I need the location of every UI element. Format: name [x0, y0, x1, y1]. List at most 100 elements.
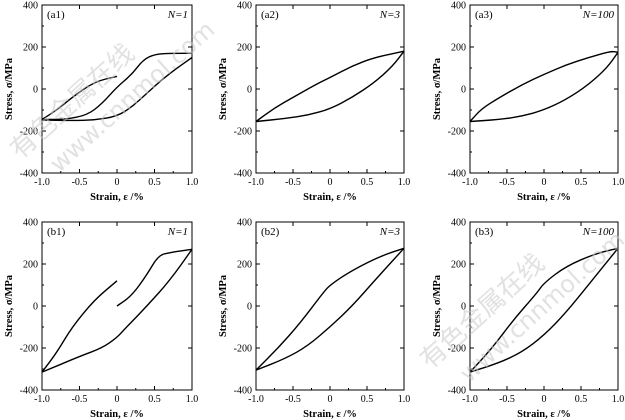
panel-b3: -1.0 -0.5 0 0.5 1.0 -400 -200 0 200 400 Strain, ε … [432, 218, 624, 420]
panel-label: (a3) [475, 9, 493, 21]
panel-b2: -1.0 -0.5 0 0.5 1.0 -400 -200 0 200 400 Strain, ε … [218, 218, 410, 420]
x-axis-label: Strain, ε /% [517, 409, 571, 420]
panel-label: (b2) [261, 226, 280, 238]
x-tick-label: 0 [542, 394, 547, 405]
y-tick-label: -400 [234, 386, 252, 397]
x-tick-label: 0 [115, 394, 120, 405]
y-tick-label: -200 [20, 344, 38, 355]
panel-label: (a1) [47, 9, 65, 21]
y-axis-label: Stress, σ/MPa [4, 274, 15, 337]
curve-2 [255, 50, 405, 123]
panel-label: (a2) [261, 9, 279, 21]
cycle-annotation: N=1 [167, 9, 188, 21]
y-axis-label: Stress, σ/MPa [4, 57, 15, 120]
x-tick-label: 0 [328, 394, 333, 405]
x-tick-label: 1.0 [612, 177, 625, 188]
y-tick-label: 400 [237, 1, 252, 12]
y-tick-label: 0 [33, 85, 38, 96]
y-tick-label: 400 [23, 1, 38, 12]
cycle-annotation: N=100 [582, 226, 615, 238]
x-tick-label: -1.0 [34, 177, 50, 188]
cycle-annotation: N=100 [582, 9, 615, 21]
curve-1 [255, 247, 405, 371]
y-tick-label: -200 [234, 344, 252, 355]
curve-2 [41, 248, 193, 373]
x-tick-label: -1.0 [462, 394, 478, 405]
panel-a2: -1.0 -0.5 0 0.5 1.0 -400 -200 0 200 400 Strain, ε … [218, 1, 410, 204]
x-tick-label: -0.5 [72, 177, 88, 188]
y-tick-label: -400 [20, 169, 38, 180]
curve-1 [116, 248, 193, 307]
x-tick-label: -1.0 [34, 394, 50, 405]
x-tick-label: 0 [328, 177, 333, 188]
curve-2 [255, 247, 405, 371]
curve-2 [41, 56, 193, 122]
x-tick-label: 0.5 [148, 394, 161, 405]
y-axis-label: Stress, σ/MPa [218, 274, 229, 337]
y-tick-label: 0 [461, 85, 466, 96]
y-tick-label: -200 [234, 127, 252, 138]
y-tick-label: 400 [451, 1, 466, 12]
curve-3 [41, 280, 118, 373]
y-tick-label: -200 [20, 127, 38, 138]
x-axis-label: Strain, ε /% [90, 192, 144, 203]
y-tick-label: 0 [247, 85, 252, 96]
y-tick-label: 200 [237, 260, 252, 271]
x-tick-label: 0.5 [361, 177, 374, 188]
y-tick-label: 0 [33, 302, 38, 313]
curve-2 [469, 247, 619, 373]
panel-a3: -1.0 -0.5 0 0.5 1.0 -400 -200 0 200 400 Strain, ε … [432, 1, 624, 204]
x-tick-label: -1.0 [248, 177, 264, 188]
y-tick-label: 200 [23, 260, 38, 271]
y-tick-label: -400 [448, 386, 466, 397]
x-tick-label: 0 [115, 177, 120, 188]
y-tick-label: -200 [448, 344, 466, 355]
y-tick-label: 400 [451, 218, 466, 229]
cycle-annotation: N=1 [167, 226, 188, 238]
panel-a1: -1.0 -0.5 0 0.5 1.0 -400 -200 0 200 400 Strain, ε … [4, 1, 198, 204]
curve-1 [255, 50, 405, 123]
x-tick-label: -0.5 [285, 177, 301, 188]
x-tick-label: -0.5 [72, 394, 88, 405]
plot-frame [255, 4, 405, 174]
panel-label: (b3) [475, 226, 494, 238]
y-tick-label: 200 [451, 43, 466, 54]
x-tick-label: -0.5 [499, 177, 515, 188]
y-tick-label: 200 [23, 43, 38, 54]
cycle-annotation: N=3 [379, 9, 401, 21]
x-axis-label: Strain, ε /% [90, 409, 144, 420]
x-tick-label: 0.5 [575, 177, 588, 188]
x-tick-label: 1.0 [398, 394, 411, 405]
y-tick-label: -400 [448, 169, 466, 180]
y-tick-label: -400 [234, 169, 252, 180]
x-tick-label: -1.0 [462, 177, 478, 188]
y-tick-label: -200 [448, 127, 466, 138]
y-tick-label: 400 [237, 218, 252, 229]
x-tick-label: 1.0 [612, 394, 625, 405]
x-tick-label: -0.5 [499, 394, 515, 405]
y-tick-label: 200 [451, 260, 466, 271]
x-tick-label: 0.5 [575, 394, 588, 405]
x-tick-label: 1.0 [186, 177, 199, 188]
x-tick-label: 0 [542, 177, 547, 188]
y-tick-label: 0 [247, 302, 252, 313]
plot-frame [255, 221, 405, 391]
y-tick-label: 0 [461, 302, 466, 313]
panel-b1: -1.0 -0.5 0 0.5 1.0 -400 -200 0 200 400 Strain, ε … [4, 218, 198, 420]
x-tick-label: 1.0 [186, 394, 199, 405]
curve-1 [42, 52, 192, 121]
y-tick-label: 400 [23, 218, 38, 229]
x-axis-label: Strain, ε /% [517, 192, 571, 203]
y-tick-label: -400 [20, 386, 38, 397]
plot-frame [469, 4, 619, 174]
x-axis-label: Strain, ε /% [303, 409, 357, 420]
panel-label: (b1) [47, 226, 66, 238]
x-tick-label: 1.0 [398, 177, 411, 188]
x-tick-label: 0.5 [148, 177, 161, 188]
x-axis-label: Strain, ε /% [303, 192, 357, 203]
y-axis-label: Stress, σ/MPa [218, 57, 229, 120]
curve-1 [469, 50, 619, 122]
curve-3 [41, 75, 118, 121]
